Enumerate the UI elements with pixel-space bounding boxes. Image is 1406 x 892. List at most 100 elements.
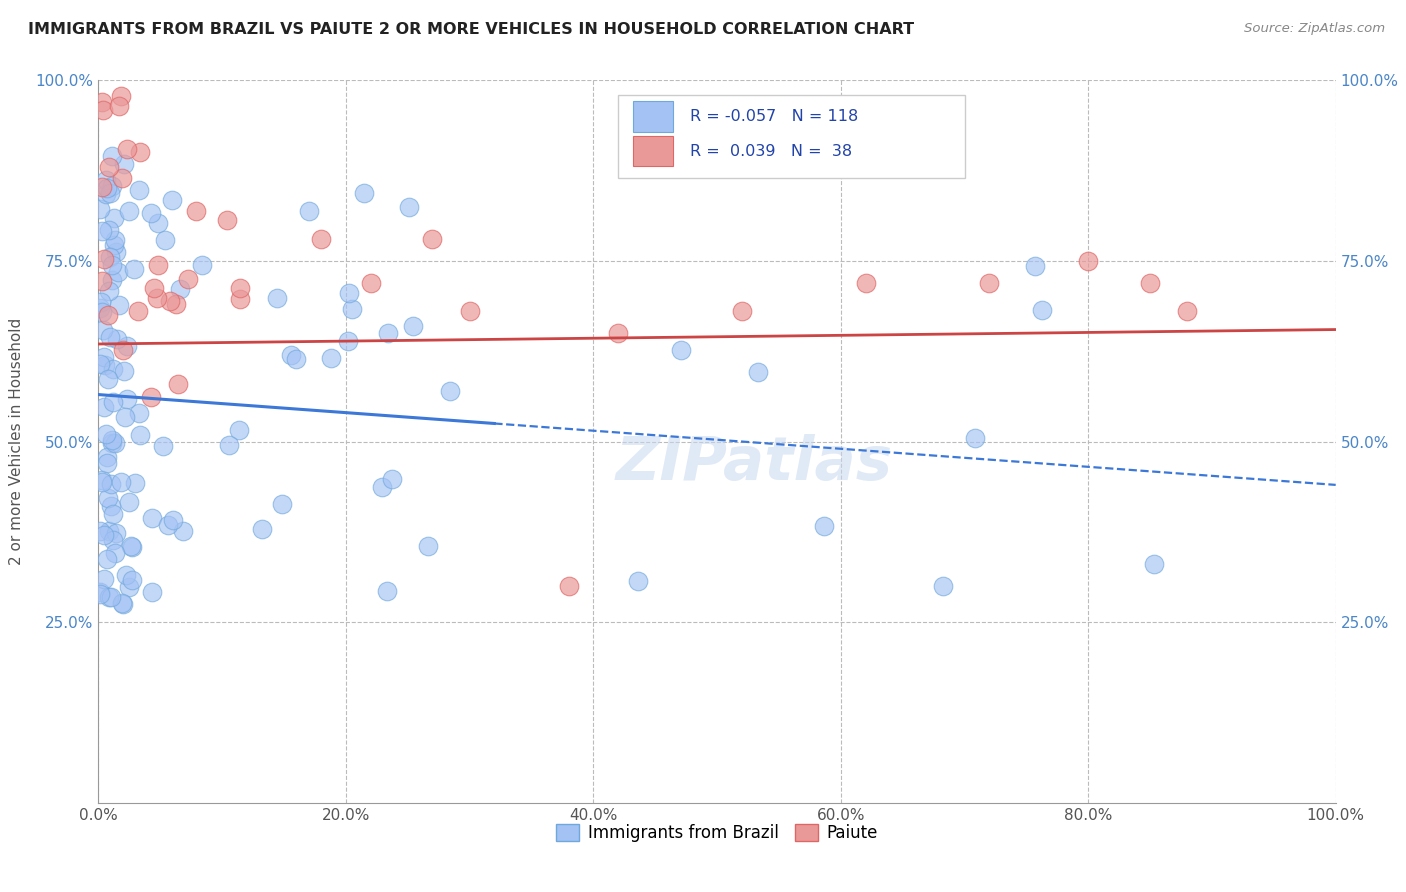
Point xyxy=(1175,304,1198,318)
Point xyxy=(100,590,122,604)
Point xyxy=(153,233,176,247)
Text: IMMIGRANTS FROM BRAZIL VS PAIUTE 2 OR MORE VEHICLES IN HOUSEHOLD CORRELATION CHA: IMMIGRANTS FROM BRAZIL VS PAIUTE 2 OR MO… xyxy=(28,22,914,37)
Point xyxy=(115,392,138,406)
Point xyxy=(97,160,120,174)
Point xyxy=(141,584,163,599)
Point xyxy=(104,436,127,450)
Point xyxy=(177,272,200,286)
Point xyxy=(110,475,132,489)
Point xyxy=(218,438,240,452)
Point xyxy=(229,293,252,307)
Point xyxy=(337,286,360,301)
Point xyxy=(127,304,149,318)
Point xyxy=(93,351,115,365)
Point xyxy=(103,533,125,547)
Point xyxy=(142,281,165,295)
Point xyxy=(89,524,111,538)
Point xyxy=(319,351,342,365)
Point xyxy=(402,318,425,333)
Point xyxy=(111,170,134,185)
Point xyxy=(100,499,122,513)
Point xyxy=(115,339,138,353)
Point xyxy=(98,329,121,343)
Point xyxy=(121,541,143,555)
Point xyxy=(129,145,152,159)
Point xyxy=(104,244,127,259)
Point xyxy=(89,587,111,601)
Point xyxy=(101,149,124,163)
Point xyxy=(166,377,188,392)
Point xyxy=(94,186,117,201)
Point xyxy=(215,213,238,227)
Point xyxy=(91,180,114,194)
Point xyxy=(375,584,398,599)
Point xyxy=(813,519,835,533)
Point xyxy=(1077,253,1099,268)
Point xyxy=(98,250,121,264)
Point xyxy=(105,332,128,346)
Point xyxy=(117,495,139,509)
Point xyxy=(114,410,136,425)
Point xyxy=(115,568,138,582)
Bar xyxy=(633,136,672,166)
Point xyxy=(112,363,135,377)
Point xyxy=(96,426,118,441)
Point xyxy=(94,358,117,372)
Point xyxy=(141,390,163,404)
Point xyxy=(93,252,115,266)
Point xyxy=(104,233,127,247)
Point xyxy=(165,296,187,310)
Point xyxy=(117,203,139,218)
Point xyxy=(669,343,692,357)
Point xyxy=(607,326,630,340)
Point xyxy=(90,294,112,309)
Point xyxy=(160,193,183,207)
Point xyxy=(439,384,461,399)
Point xyxy=(169,282,191,296)
Point xyxy=(89,585,111,599)
Point xyxy=(228,423,250,437)
Point xyxy=(284,351,307,366)
Point xyxy=(91,95,114,109)
Point xyxy=(111,596,134,610)
Point xyxy=(103,238,125,252)
Point xyxy=(91,323,114,337)
Point xyxy=(731,304,754,318)
Point xyxy=(121,573,143,587)
Point xyxy=(228,281,250,295)
Point xyxy=(96,180,118,194)
Point xyxy=(101,436,124,450)
Point xyxy=(152,439,174,453)
Point xyxy=(97,372,120,386)
Text: R =  0.039   N =  38: R = 0.039 N = 38 xyxy=(690,144,852,159)
Point xyxy=(398,200,420,214)
Point xyxy=(162,513,184,527)
Point xyxy=(266,291,288,305)
Point xyxy=(97,284,120,298)
Point xyxy=(377,326,399,340)
Y-axis label: 2 or more Vehicles in Household: 2 or more Vehicles in Household xyxy=(10,318,24,566)
Point xyxy=(101,507,124,521)
Point xyxy=(128,406,150,420)
Point xyxy=(128,182,150,196)
Point xyxy=(309,232,332,246)
Point xyxy=(172,524,194,538)
Point xyxy=(97,309,120,323)
Point xyxy=(107,265,129,279)
Point xyxy=(105,525,128,540)
Point xyxy=(94,172,117,186)
Point xyxy=(932,579,955,593)
Point xyxy=(1143,558,1166,572)
Legend: Immigrants from Brazil, Paiute: Immigrants from Brazil, Paiute xyxy=(550,817,884,848)
Point xyxy=(141,206,163,220)
Point xyxy=(98,186,121,201)
Point xyxy=(100,477,122,491)
Text: R = -0.057   N = 118: R = -0.057 N = 118 xyxy=(690,109,858,124)
Point xyxy=(96,552,118,566)
Point xyxy=(89,301,111,315)
Point xyxy=(963,432,986,446)
Point xyxy=(141,510,163,524)
Point xyxy=(129,428,152,442)
Point xyxy=(298,204,321,219)
Point xyxy=(97,222,120,236)
